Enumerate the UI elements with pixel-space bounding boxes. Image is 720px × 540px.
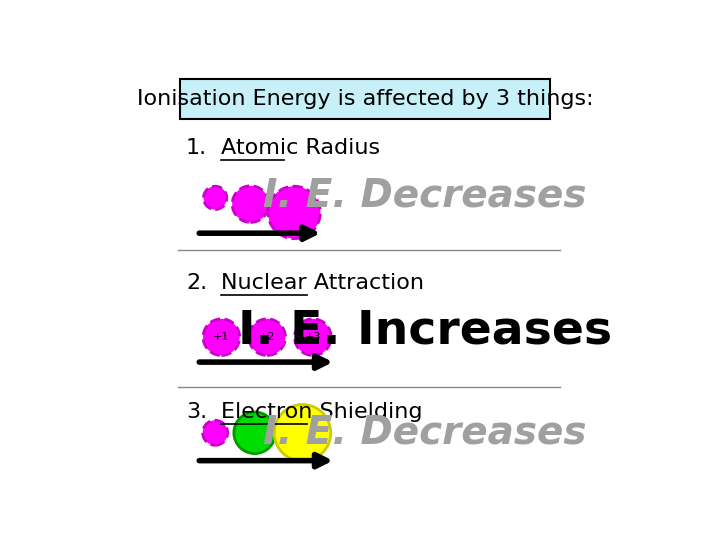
Text: I. E. Decreases: I. E. Decreases: [264, 414, 587, 452]
Text: Ionisation Energy is affected by 3 things:: Ionisation Energy is affected by 3 thing…: [137, 89, 593, 109]
Circle shape: [290, 420, 315, 445]
Text: Electron Shielding: Electron Shielding: [221, 402, 423, 422]
Circle shape: [203, 319, 240, 355]
Circle shape: [274, 404, 330, 461]
Text: +2: +2: [259, 332, 275, 342]
FancyBboxPatch shape: [180, 79, 550, 119]
Circle shape: [268, 186, 320, 239]
Text: I. E. Decreases: I. E. Decreases: [264, 177, 587, 215]
Circle shape: [204, 186, 227, 210]
Text: 2.: 2.: [186, 273, 207, 293]
Circle shape: [203, 420, 228, 445]
Circle shape: [234, 412, 276, 454]
Text: 1.: 1.: [186, 138, 207, 158]
Text: +1: +1: [213, 332, 230, 342]
Circle shape: [282, 412, 323, 454]
Circle shape: [294, 319, 331, 355]
Text: +3: +3: [305, 332, 321, 342]
Text: Atomic Radius: Atomic Radius: [221, 138, 380, 158]
Text: I. E. Increases: I. E. Increases: [238, 308, 612, 353]
Text: Nuclear Attraction: Nuclear Attraction: [221, 273, 424, 293]
Circle shape: [242, 420, 267, 445]
Text: 3.: 3.: [186, 402, 207, 422]
Circle shape: [249, 319, 285, 355]
Circle shape: [233, 186, 269, 222]
